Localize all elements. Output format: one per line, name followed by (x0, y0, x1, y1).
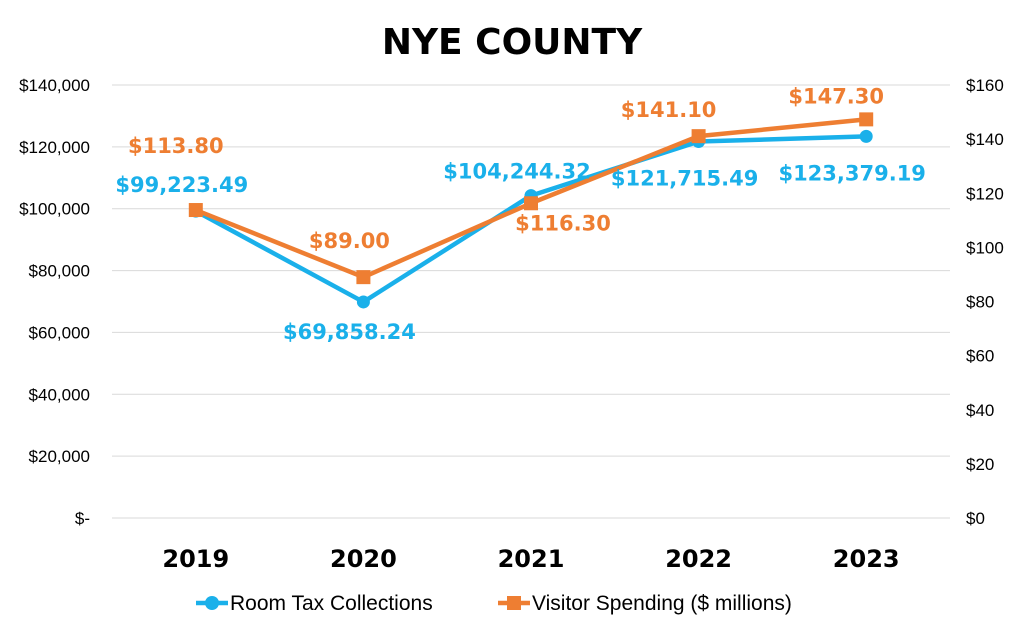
series-point-1 (859, 112, 874, 127)
right-y-tick-label: $40 (966, 401, 994, 420)
series-point-1 (524, 196, 538, 211)
data-label: $69,858.24 (283, 320, 416, 344)
x-axis: 2019 2020 2021 2022 2023 (162, 545, 899, 573)
left-y-tick-label: $20,000 (29, 447, 90, 466)
right-y-tick-label: $20 (966, 455, 994, 474)
left-y-tick-label: $120,000 (19, 138, 90, 157)
right-y-axis: $0 $20 $40 $60 $80 $100 $120 $140 $160 (966, 76, 1004, 528)
data-label: $147.30 (788, 84, 884, 108)
left-y-tick-label: $60,000 (29, 323, 90, 342)
legend-label: Room Tax Collections (230, 592, 433, 615)
series-point-0 (356, 295, 370, 309)
right-y-tick-label: $80 (966, 293, 994, 312)
left-y-tick-label: $100,000 (19, 200, 90, 219)
series-point-1 (356, 270, 371, 285)
series-lines (188, 112, 874, 309)
legend-marker (507, 596, 521, 610)
right-y-tick-label: $60 (966, 347, 994, 366)
data-label: $123,379.19 (778, 161, 925, 185)
legend-label: Visitor Spending ($ millions) (532, 592, 792, 615)
x-tick-label: 2023 (833, 545, 900, 573)
x-tick-label: 2021 (498, 545, 565, 573)
right-y-tick-label: $0 (966, 509, 985, 528)
x-tick-label: 2022 (665, 545, 732, 573)
data-label: $89.00 (309, 229, 390, 253)
left-y-tick-label: $40,000 (29, 385, 90, 404)
series-point-0 (859, 129, 873, 143)
right-y-tick-label: $100 (966, 238, 1004, 257)
right-y-tick-label: $140 (966, 130, 1004, 149)
left-y-tick-label: $140,000 (19, 76, 90, 95)
data-label: $141.10 (621, 98, 717, 122)
chart-title: NYE COUNTY (382, 22, 643, 63)
legend: Room Tax Collections Visitor Spending ($ … (196, 592, 792, 615)
data-label: $104,244.32 (443, 160, 590, 184)
gridlines (112, 84, 950, 519)
data-label: $113.80 (128, 134, 224, 158)
left-y-axis: $- $20,000 $40,000 $60,000 $80,000 $100,000 $1… (19, 76, 90, 528)
series-point-1 (188, 203, 203, 218)
data-label: $99,223.49 (115, 173, 248, 197)
right-y-tick-label: $160 (966, 76, 1004, 95)
left-y-tick-label: $- (75, 509, 90, 528)
left-y-tick-label: $80,000 (29, 262, 90, 281)
data-label: $116.30 (515, 211, 611, 235)
data-label: $121,715.49 (611, 167, 758, 191)
legend-marker (205, 596, 219, 610)
x-tick-label: 2020 (330, 545, 397, 573)
series-point-1 (691, 129, 706, 144)
data-labels: $99,223.49 $69,858.24 $104,244.32 $121,715.… (115, 84, 926, 344)
right-y-tick-label: $120 (966, 184, 1004, 203)
x-tick-label: 2019 (162, 545, 229, 573)
